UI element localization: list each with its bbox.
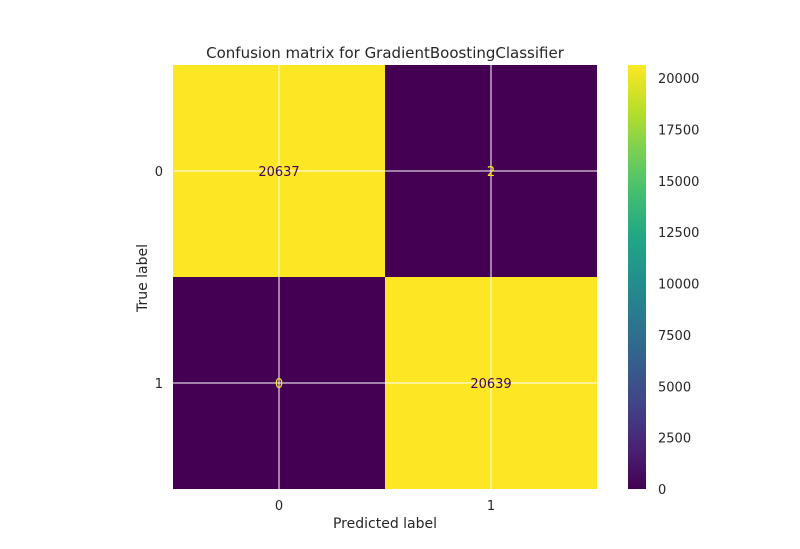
y-tick-label: 0 (155, 165, 163, 180)
cell-label-0-1: 2 (487, 165, 495, 180)
colorbar-tick-label: 20000 (658, 72, 699, 87)
heatmap-cells (173, 65, 597, 489)
colorbar-tick-label: 2500 (658, 432, 691, 447)
colorbar-gradient (628, 65, 646, 489)
x-tick-label: 0 (275, 499, 283, 514)
cell-value-labels: 20637 2 0 20639 (258, 165, 511, 392)
y-axis-ticks: 01 (155, 165, 163, 392)
colorbar-tick-label: 12500 (658, 226, 699, 241)
colorbar-tick-label: 0 (658, 483, 666, 498)
chart-title: Confusion matrix for GradientBoostingCla… (206, 44, 565, 62)
cell-label-0-0: 20637 (258, 165, 299, 180)
cell-label-1-1: 20639 (470, 377, 511, 392)
colorbar: 0 2500 5000 7500 10000 12500 15000 17500 20000 (628, 65, 699, 498)
colorbar-tick-label: 15000 (658, 175, 699, 190)
x-axis-label: Predicted label (333, 516, 437, 532)
cell-label-1-0: 0 (275, 377, 283, 392)
colorbar-tick-label: 7500 (658, 329, 691, 344)
y-axis-label: True label (135, 244, 151, 313)
y-tick-label: 1 (155, 377, 163, 392)
colorbar-tick-label: 10000 (658, 278, 699, 293)
grid-lines (173, 65, 597, 489)
x-tick-label: 1 (487, 499, 495, 514)
colorbar-tick-label: 17500 (658, 123, 699, 138)
colorbar-tick-label: 5000 (658, 380, 691, 395)
colorbar-ticks: 0 2500 5000 7500 10000 12500 15000 17500 20000 (658, 72, 699, 498)
